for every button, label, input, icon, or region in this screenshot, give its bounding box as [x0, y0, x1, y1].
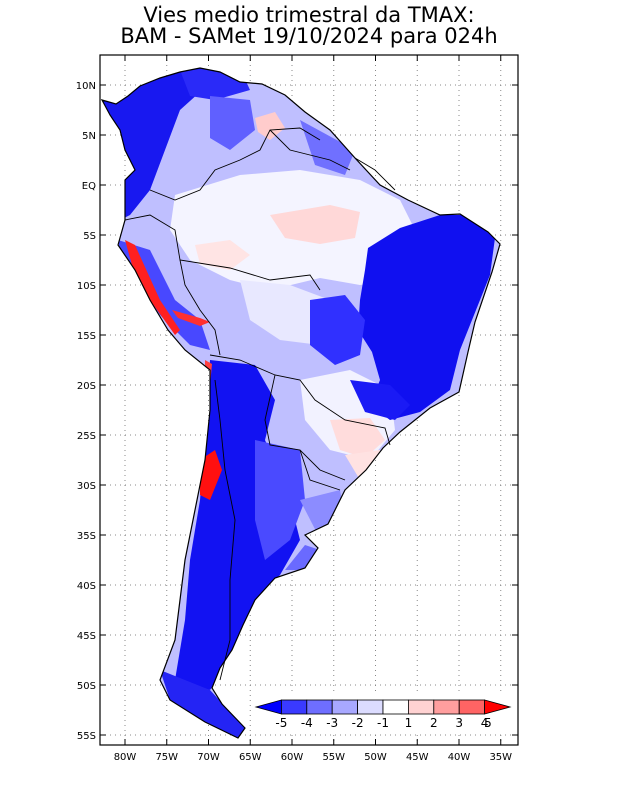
coastline: [100, 67, 501, 739]
lat-label: 5N: [82, 131, 96, 142]
longitude-labels: 80W 75W 70W 65W 60W 55W 50W 45W 40W 35W: [114, 752, 512, 763]
colorbar-label: -4: [301, 716, 313, 730]
map-frame: [99, 54, 519, 746]
lon-label: 50W: [364, 752, 387, 763]
colorbar-label: 1: [405, 716, 413, 730]
colorbar-cell: [407, 699, 435, 715]
bias-field: [102, 68, 500, 738]
colorbar-cell: [382, 699, 409, 715]
lon-label: 70W: [197, 752, 220, 763]
map-title-line2: BAM - SAMet 19/10/2024 para 024h: [120, 24, 498, 48]
country-borders: [124, 127, 396, 681]
latitude-labels: 10N 5N EQ 5S 10S 15S 20S 25S 30S 35S 40S 45S 50S 55S: [76, 81, 96, 742]
colorbar-cell: [458, 699, 486, 715]
lat-label: 10N: [76, 81, 96, 92]
lat-label: 5S: [83, 231, 96, 242]
colorbar-label: 4: [481, 716, 489, 730]
colorbar-cell: [484, 699, 512, 715]
lat-label: 50S: [77, 681, 96, 692]
lat-label: 10S: [77, 281, 96, 292]
lat-label: 25S: [77, 431, 96, 442]
lat-label: EQ: [82, 181, 96, 192]
lon-label: 45W: [406, 752, 429, 763]
lat-label: 40S: [77, 581, 96, 592]
axis-ticks: [100, 55, 518, 745]
colorbar-legend: -5 -4 -3 -2 -1 1 2 3 45: [254, 694, 512, 732]
lon-label: 35W: [489, 752, 512, 763]
lat-label: 30S: [77, 481, 96, 492]
colorbar-cell: [357, 699, 384, 715]
lat-label: 20S: [77, 381, 96, 392]
colorbar-cell: [306, 699, 333, 715]
lat-label: 15S: [77, 331, 96, 342]
colorbar-label: -3: [326, 716, 338, 730]
colorbar-cell: [433, 699, 460, 715]
lon-label: 65W: [239, 752, 262, 763]
map-title-line1: Vies medio trimestral da TMAX:: [143, 3, 475, 27]
lon-label: 40W: [448, 752, 471, 763]
colorbar-label: 2: [430, 716, 438, 730]
colorbar-label: 3: [455, 716, 463, 730]
lon-label: 55W: [322, 752, 345, 763]
lat-label: 45S: [77, 631, 96, 642]
lat-label: 35S: [77, 531, 96, 542]
colorbar-label: 5: [484, 716, 492, 730]
lon-label: 60W: [281, 752, 304, 763]
lon-label: 75W: [155, 752, 178, 763]
lat-label: 55S: [77, 731, 96, 742]
colorbar-label: -2: [352, 716, 364, 730]
lon-label: 80W: [114, 752, 137, 763]
colorbar-label: -1: [377, 716, 389, 730]
colorbar-cell: [331, 699, 359, 715]
colorbar-label: -5: [275, 716, 287, 730]
colorbar-cell: [280, 699, 308, 715]
